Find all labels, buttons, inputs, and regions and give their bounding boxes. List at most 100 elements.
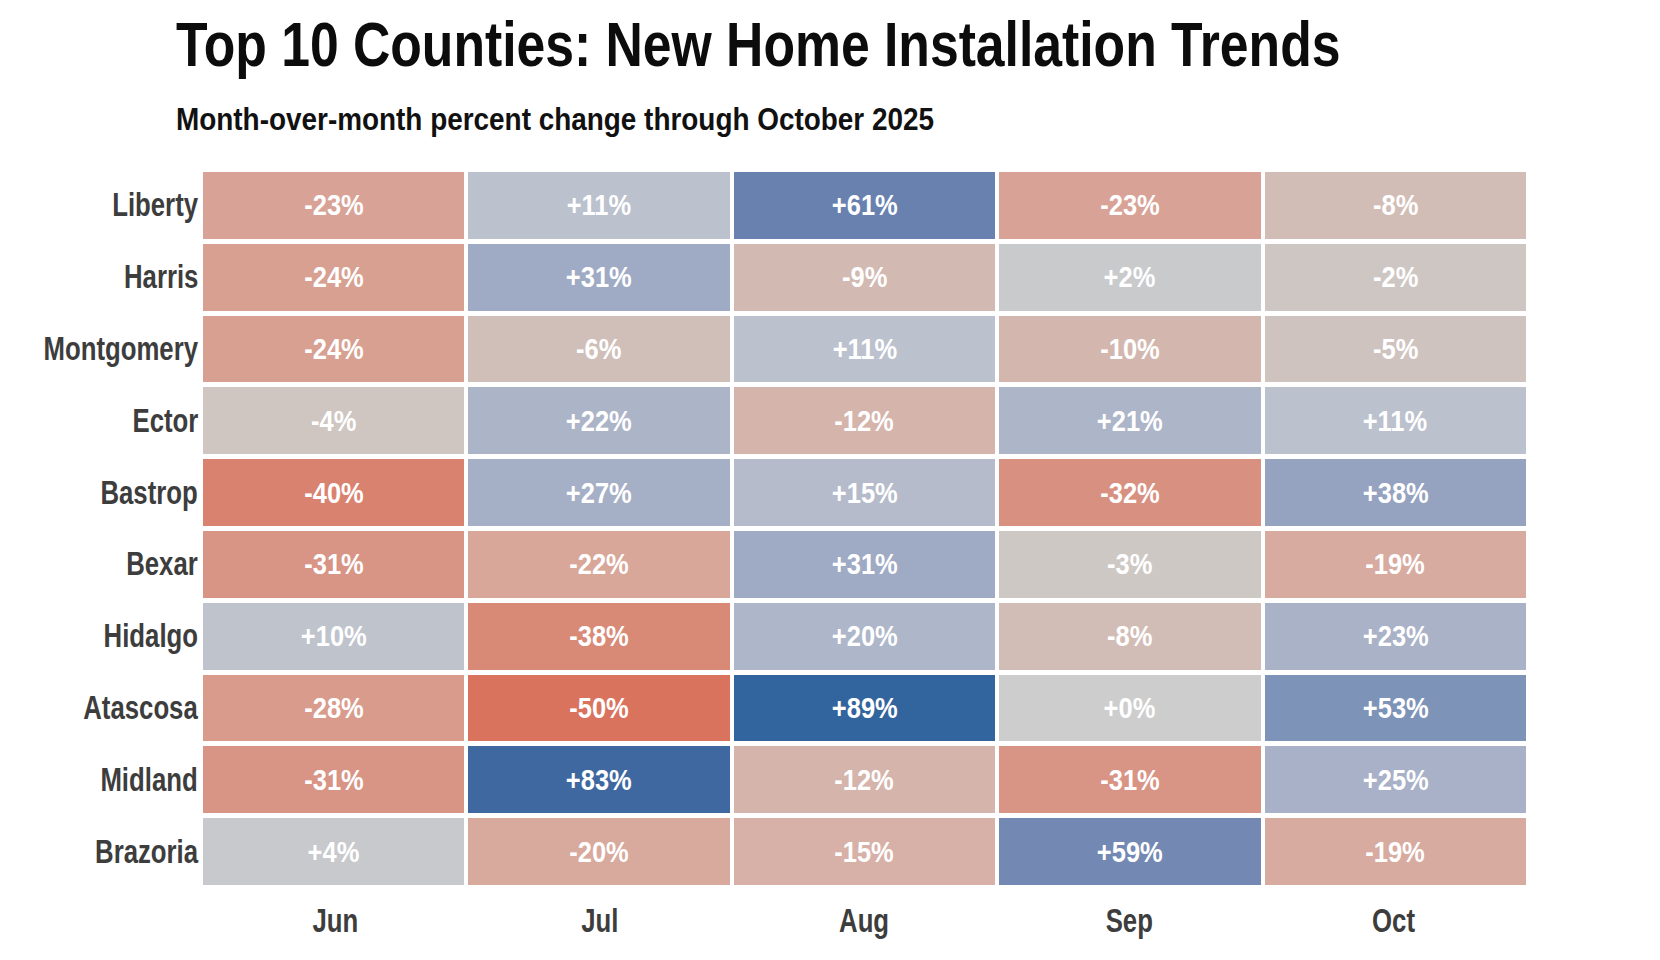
heatmap-cell: +4% [203, 818, 464, 885]
heatmap-cell-text: +10% [301, 619, 367, 653]
month-label: Aug [732, 893, 997, 948]
heatmap-cell-text: -12% [835, 404, 895, 438]
heatmap-cell: +11% [468, 172, 729, 239]
heatmap-cell: +2% [999, 244, 1260, 311]
heatmap-cell: +61% [734, 172, 995, 239]
heatmap-cell: +15% [734, 459, 995, 526]
chart-title-text: Top 10 Counties: New Home Installation T… [176, 8, 1340, 80]
heatmap-cell: -31% [999, 746, 1260, 813]
heatmap-cell-text: -8% [1373, 188, 1418, 222]
heatmap-cell-text: +0% [1104, 691, 1156, 725]
row-label-text: Liberty [112, 186, 198, 224]
heatmap-cell-text: +61% [832, 188, 898, 222]
heatmap-cell-text: -10% [1100, 332, 1160, 366]
row-label: Brazoria [0, 818, 198, 885]
heatmap-cell: +10% [203, 603, 464, 670]
heatmap-cell: +25% [1265, 746, 1526, 813]
heatmap-cell: -23% [999, 172, 1260, 239]
row-label: Harris [0, 244, 198, 311]
heatmap-cell-text: -31% [1100, 763, 1160, 797]
heatmap-cell: -31% [203, 531, 464, 598]
row-label: Montgomery [0, 316, 198, 383]
heatmap-cell-text: -23% [1100, 188, 1160, 222]
heatmap-cell: +38% [1265, 459, 1526, 526]
heatmap-cell: +23% [1265, 603, 1526, 670]
month-label: Oct [1261, 893, 1526, 948]
month-label-text: Sep [1105, 902, 1152, 940]
heatmap-cell-text: -5% [1373, 332, 1418, 366]
row-label-text: Hidalgo [104, 617, 198, 655]
heatmap-cell: -12% [734, 746, 995, 813]
heatmap-cell-text: -22% [569, 547, 629, 581]
heatmap-cell: +0% [999, 675, 1260, 742]
heatmap-cell-text: -32% [1100, 476, 1160, 510]
month-label: Sep [997, 893, 1262, 948]
row-label-text: Harris [124, 258, 198, 296]
heatmap-cell-text: +21% [1097, 404, 1163, 438]
heatmap-cell-text: +27% [566, 476, 632, 510]
heatmap-cell: -9% [734, 244, 995, 311]
heatmap-cell-text: +11% [832, 332, 897, 366]
heatmap-cell-text: -19% [1366, 835, 1426, 869]
heatmap-cell-text: -40% [304, 476, 364, 510]
heatmap-cell-text: +22% [566, 404, 632, 438]
heatmap-cell-text: -2% [1373, 260, 1418, 294]
month-label-text: Jul [581, 902, 618, 940]
month-label-text: Aug [839, 902, 889, 940]
heatmap-cell-text: -9% [842, 260, 887, 294]
heatmap-cell-text: -31% [304, 547, 364, 581]
heatmap-cell-text: -38% [569, 619, 629, 653]
heatmap-grid: -23%+11%+61%-23%-8%-24%+31%-9%+2%-2%-24%… [203, 172, 1526, 885]
heatmap-cell: +21% [999, 387, 1260, 454]
heatmap-cell: -15% [734, 818, 995, 885]
heatmap-cell-text: -4% [311, 404, 356, 438]
heatmap-cell-text: +4% [308, 835, 360, 869]
heatmap-cell: -12% [734, 387, 995, 454]
heatmap-cell-text: -28% [304, 691, 364, 725]
month-label-text: Oct [1372, 902, 1415, 940]
heatmap-cell-text: +53% [1362, 691, 1428, 725]
heatmap-cell-text: +31% [832, 547, 898, 581]
row-label: Liberty [0, 172, 198, 239]
month-labels: Jun Jul Aug Sep Oct [203, 893, 1526, 948]
heatmap-cell: -8% [999, 603, 1260, 670]
heatmap-cell-text: +11% [567, 188, 632, 222]
row-label-text: Midland [101, 761, 198, 799]
heatmap-cell-text: +31% [566, 260, 632, 294]
heatmap-cell-text: +11% [1363, 404, 1428, 438]
month-label: Jun [203, 893, 468, 948]
heatmap-cell-text: -8% [1107, 619, 1152, 653]
heatmap-cell-text: +59% [1097, 835, 1163, 869]
chart-canvas: Top 10 Counties: New Home Installation T… [0, 0, 1660, 960]
heatmap-cell-text: +89% [832, 691, 898, 725]
heatmap-cell-text: +23% [1362, 619, 1428, 653]
chart-subtitle-text: Month-over-month percent change through … [176, 102, 934, 138]
heatmap-cell: +89% [734, 675, 995, 742]
heatmap-cell-text: +25% [1362, 763, 1428, 797]
row-label: Midland [0, 746, 198, 813]
heatmap-cell: +53% [1265, 675, 1526, 742]
heatmap-cell: +59% [999, 818, 1260, 885]
heatmap-cell-text: +83% [566, 763, 632, 797]
row-label-text: Brazoria [95, 833, 198, 871]
heatmap-cell: +83% [468, 746, 729, 813]
heatmap-cell-text: -23% [304, 188, 364, 222]
heatmap-cell-text: +2% [1104, 260, 1156, 294]
row-label: Atascosa [0, 675, 198, 742]
heatmap-cell: -5% [1265, 316, 1526, 383]
heatmap-cell: -24% [203, 244, 464, 311]
row-labels: LibertyHarrisMontgomeryEctorBastropBexar… [0, 172, 172, 885]
heatmap-cell-text: -15% [835, 835, 895, 869]
heatmap-cell: -31% [203, 746, 464, 813]
row-label-text: Atascosa [84, 689, 198, 727]
row-label: Bexar [0, 531, 198, 598]
heatmap-cell-text: -50% [569, 691, 629, 725]
row-label-text: Bastrop [101, 474, 198, 512]
heatmap-cell: -4% [203, 387, 464, 454]
heatmap-cell: +11% [1265, 387, 1526, 454]
heatmap-cell-text: +15% [832, 476, 898, 510]
heatmap-cell-text: -3% [1107, 547, 1152, 581]
heatmap-cell: -19% [1265, 818, 1526, 885]
heatmap-cell: -40% [203, 459, 464, 526]
heatmap-cell: -38% [468, 603, 729, 670]
